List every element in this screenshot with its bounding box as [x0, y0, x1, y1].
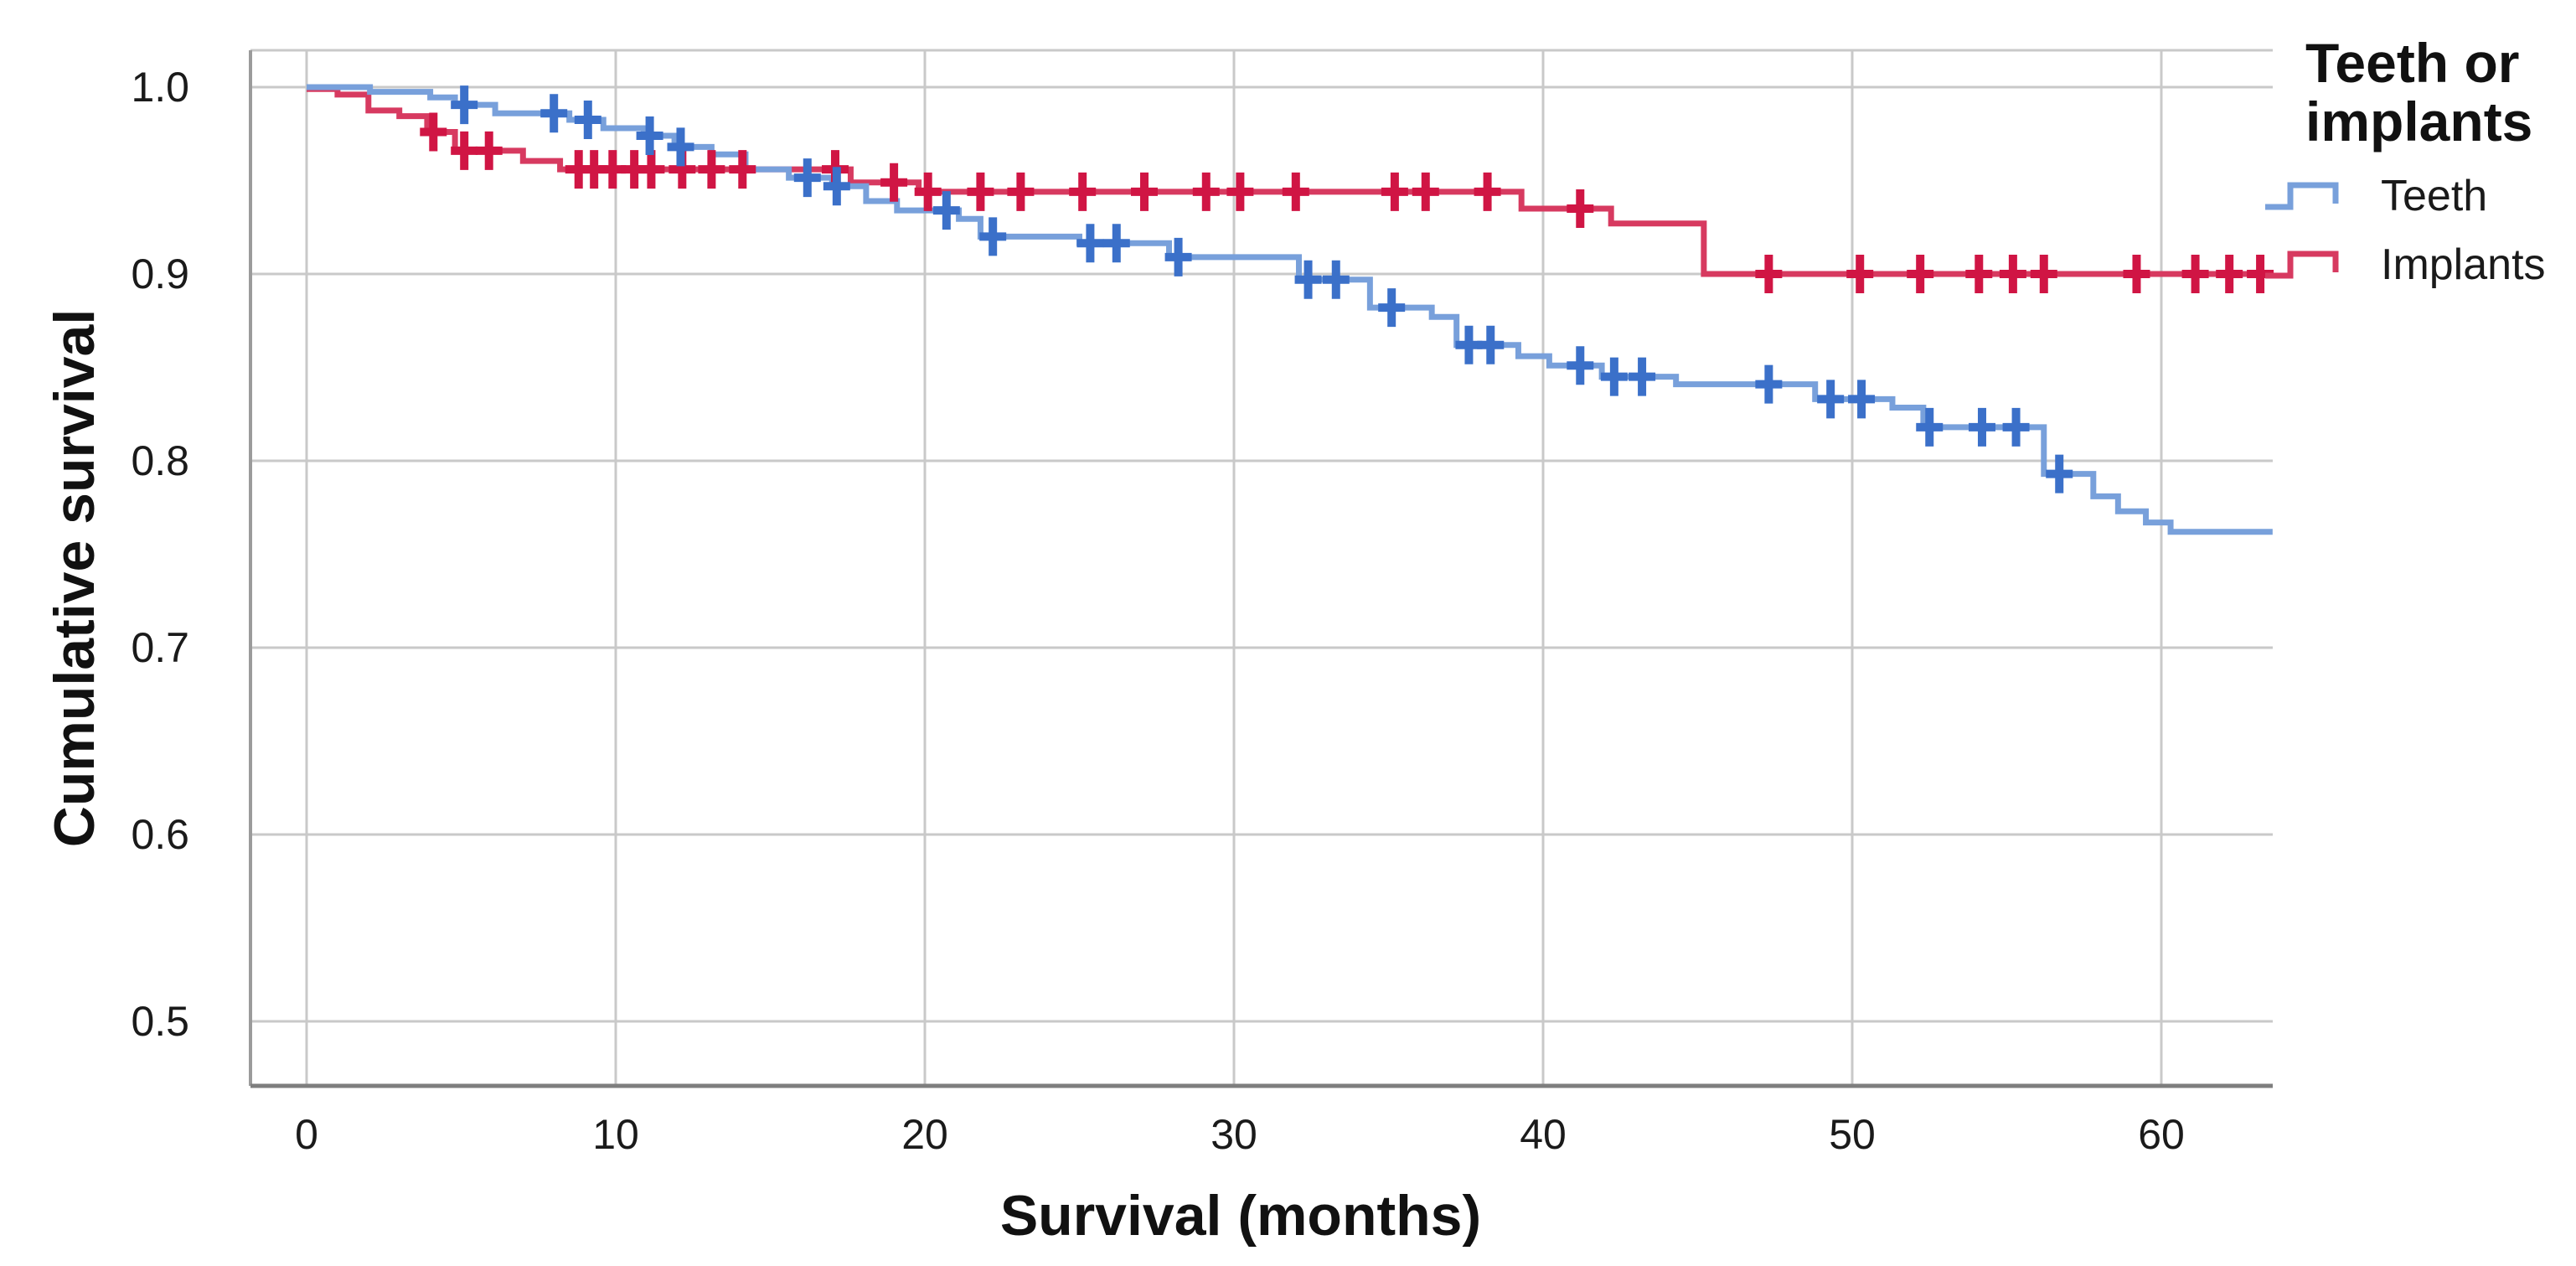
implants-censor-marks	[420, 112, 2274, 293]
x-tick-label-20: 20	[901, 1111, 948, 1158]
legend-label-teeth: Teeth	[2381, 172, 2488, 220]
teeth-censor-marks	[451, 85, 2073, 493]
legend: Teeth or implants Teeth Implants	[2262, 34, 2572, 289]
legend-title-line1: Teeth or	[2305, 32, 2520, 94]
x-tick-label-40: 40	[1520, 1111, 1567, 1158]
x-tick-label-30: 30	[1211, 1111, 1257, 1158]
y-tick-label-1.0: 1.0	[131, 64, 189, 111]
x-axis-title: Survival (months)	[999, 1184, 1482, 1248]
implants-survival-curve	[307, 85, 2273, 277]
legend-label-implants: Implants	[2381, 240, 2546, 289]
teeth-step-line-icon	[2265, 182, 2339, 210]
y-tick-label-0.9: 0.9	[131, 251, 189, 297]
implants-step-line-icon	[2265, 251, 2339, 279]
x-tick-label-10: 10	[592, 1111, 639, 1158]
x-tick-label-60: 60	[2138, 1111, 2185, 1158]
legend-title-line2: implants	[2305, 90, 2533, 152]
teeth-survival-curve	[307, 84, 2273, 535]
x-tick-label-0: 0	[295, 1111, 318, 1158]
y-tick-label-0.6: 0.6	[131, 811, 189, 858]
legend-item-teeth: Teeth	[2262, 172, 2572, 220]
y-tick-label-0.7: 0.7	[131, 624, 189, 671]
legend-title: Teeth or implants	[2305, 34, 2572, 151]
y-tick-label-0.5: 0.5	[131, 998, 189, 1045]
y-axis-title: Cumulative survival	[43, 308, 106, 848]
legend-item-implants: Implants	[2262, 240, 2572, 289]
x-tick-label-50: 50	[1829, 1111, 1876, 1158]
y-tick-label-0.8: 0.8	[131, 437, 189, 484]
